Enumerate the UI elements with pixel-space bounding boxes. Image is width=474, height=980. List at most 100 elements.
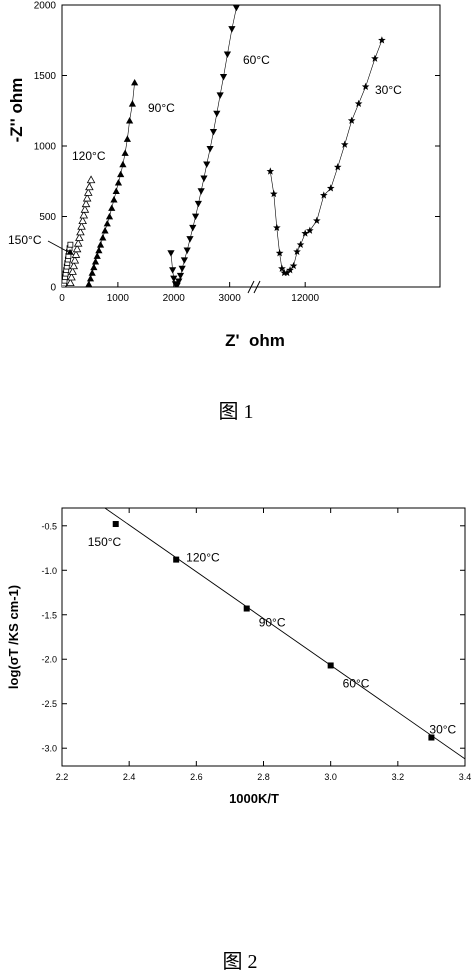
data-point-90c	[108, 204, 116, 211]
series-filled-triangle-down	[167, 5, 240, 287]
x-tick-label: 2.4	[123, 772, 136, 782]
data-point-120c	[83, 188, 93, 196]
data-point-30c	[283, 268, 291, 277]
data-point-120c	[75, 233, 84, 241]
data-point-90c	[110, 195, 118, 203]
data-point-30c	[278, 264, 286, 272]
axis-break-marker	[247, 280, 261, 294]
series-line	[88, 82, 135, 285]
data-point-30c	[361, 82, 370, 91]
data-point-60c	[209, 129, 218, 136]
data-point-90c	[117, 170, 125, 178]
x-tick-label: 12000	[291, 293, 319, 304]
data-point-30c	[347, 116, 356, 124]
temperature-label: 60°C	[343, 676, 370, 690]
data-point-120c	[73, 238, 83, 247]
data-point-60c	[170, 275, 178, 283]
arrow-head	[67, 249, 74, 255]
chart-1-x-axis-title: Z' ohm	[225, 331, 285, 350]
data-point-30c	[340, 140, 349, 148]
temperature-label: 30°C	[429, 723, 456, 737]
data-point-30c	[333, 163, 342, 171]
x-tick-label: 3.2	[392, 772, 405, 782]
x-tick-label: 1000	[107, 293, 130, 304]
data-point-30c	[266, 167, 275, 175]
data-point-90c	[96, 241, 105, 248]
data-point-60c	[213, 110, 221, 118]
data-point-60c	[216, 92, 224, 99]
series-filled-triangle-up	[85, 78, 139, 287]
data-point-60c	[176, 272, 185, 280]
y-tick-label: -2.5	[41, 699, 57, 709]
data-point-90c	[99, 234, 107, 241]
y-tick-label: -1.0	[41, 566, 57, 576]
chart-2: 2.2 2.4 2.6 2.8 3.0 3.2 3.4 -0.5 -1.0 -1.5 -2.0 -2.…	[6, 507, 472, 973]
x-tick-label: 3.4	[459, 772, 472, 782]
data-point-30c	[293, 247, 301, 255]
data-point-90c	[90, 263, 98, 271]
data-point-90c	[119, 160, 127, 168]
y-tick-label: 2000	[34, 1, 57, 12]
data-point-60c	[175, 278, 183, 285]
figure-1-caption: 图 1	[219, 401, 254, 423]
data-point-30c	[289, 261, 298, 270]
data-point-30c	[326, 184, 335, 192]
data-point-90c	[85, 280, 93, 287]
data-point-120c	[82, 193, 92, 202]
data-point-120c	[78, 216, 87, 225]
data-point-120c	[77, 221, 86, 230]
data-point-60c	[232, 5, 240, 12]
data-point-30c	[306, 226, 314, 234]
data-point-90c	[101, 227, 109, 234]
data-point	[327, 662, 334, 669]
data-point-90c	[93, 252, 101, 259]
data-point-120c	[81, 199, 91, 208]
fit-line	[104, 508, 465, 760]
series-open-triangle-up	[66, 175, 96, 287]
data-point-60c	[197, 188, 205, 195]
data-point-30c	[270, 189, 278, 198]
data-point-30c	[275, 249, 284, 257]
data-point-90c	[112, 187, 120, 194]
data-point-60c	[191, 213, 200, 221]
y-tick-label: 500	[39, 212, 56, 223]
data-point	[243, 605, 250, 612]
data-point-30c	[301, 229, 309, 237]
data-point-60c	[189, 224, 197, 232]
data-point-60c	[194, 200, 202, 208]
data-point-150c	[67, 241, 74, 248]
data-point	[173, 556, 180, 563]
temperature-label: 150°C	[8, 233, 42, 247]
data-point-60c	[206, 145, 214, 153]
temperature-label: 120°C	[72, 149, 106, 163]
data-point-60c	[169, 267, 177, 274]
temperature-label: 120°C	[186, 551, 220, 565]
data-point-30c	[378, 36, 386, 44]
data-point-60c	[219, 74, 228, 81]
data-point-120c	[71, 250, 81, 258]
temperature-label: 90°C	[259, 616, 286, 630]
x-tick-label: 2000	[163, 293, 186, 304]
data-point-60c	[203, 161, 211, 168]
data-point-60c	[183, 247, 191, 254]
series-open-square	[62, 241, 74, 287]
x-tick-label: 2.8	[257, 772, 270, 782]
x-tick-label: 2.6	[190, 772, 203, 782]
series-line	[170, 7, 237, 287]
data-point-30c	[280, 268, 289, 277]
data-point-120c	[79, 210, 89, 219]
data-point-60c	[167, 250, 175, 257]
data-point-60c	[200, 175, 208, 183]
data-point	[428, 734, 435, 741]
chart-2-plot-frame	[61, 507, 466, 767]
data-point-30c	[273, 223, 281, 232]
data-point-60c	[186, 236, 194, 243]
x-tick-label: 3.0	[324, 772, 337, 782]
chart-1-plot-frame	[61, 4, 441, 288]
y-tick-label: -2.0	[41, 655, 57, 665]
data-point-90c	[91, 258, 100, 265]
data-point-120c	[70, 255, 80, 264]
data-point-120c	[85, 182, 94, 191]
data-point-30c	[286, 266, 294, 274]
